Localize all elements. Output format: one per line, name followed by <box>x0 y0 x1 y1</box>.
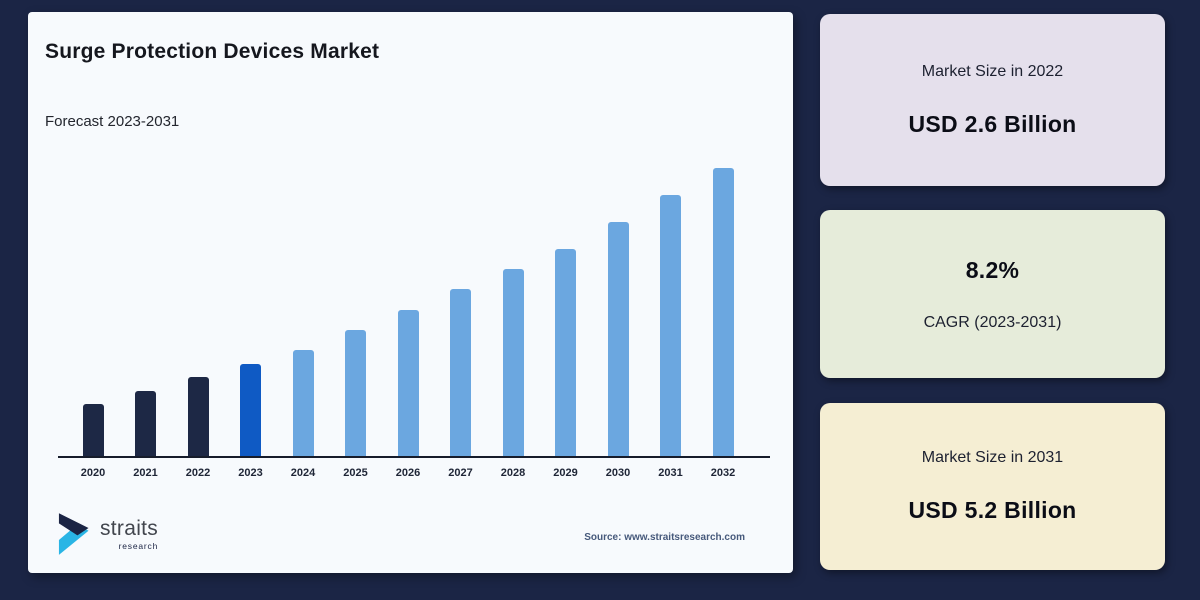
logo-navy-chevron <box>58 513 89 536</box>
page-title: Surge Protection Devices Market <box>45 40 380 63</box>
bar-2025 <box>345 330 366 456</box>
logo-tagline: research <box>118 541 159 551</box>
bars-row <box>76 136 740 456</box>
stat-label-cagr: CAGR (2023-2031) <box>923 313 1062 331</box>
bar-2022 <box>187 377 209 456</box>
bar-2023 <box>240 364 261 456</box>
axis-label-2023: 2023 <box>238 467 263 479</box>
x-axis-line <box>58 456 770 458</box>
bar-2026 <box>397 310 419 456</box>
stat-value-2022: USD 2.6 Billion <box>908 110 1077 137</box>
logo-text: straits research <box>100 518 158 551</box>
stat-label-2022: Market Size in 2022 <box>921 62 1064 80</box>
bar-2030 <box>607 222 629 456</box>
bar-column-2028 <box>496 269 530 456</box>
stat-card-market-size-2022: Market Size in 2022 USD 2.6 Billion <box>820 14 1165 186</box>
axis-label-2027: 2027 <box>448 467 473 479</box>
stat-value-2031: USD 5.2 Billion <box>908 497 1077 523</box>
bar-2028 <box>502 269 524 456</box>
x-axis-labels: 2020 2021 2022 2023 2024 2025 2026 2027 2028 2029… <box>76 467 740 479</box>
bar-column-2026 <box>391 310 425 456</box>
bar-2027 <box>450 289 471 456</box>
straits-research-logo: straits research <box>58 512 158 557</box>
bar-2031 <box>660 195 681 456</box>
bar-column-2023 <box>234 364 268 456</box>
chart-card: Surge Protection Devices Market Forecast… <box>28 12 793 573</box>
axis-label-2021: 2021 <box>133 467 158 479</box>
bar-column-2021 <box>129 391 163 456</box>
stat-card-cagr: 8.2% CAGR (2023-2031) <box>820 210 1165 378</box>
bar-2021 <box>135 391 156 456</box>
stat-value-cagr: 8.2% <box>965 256 1020 283</box>
bar-column-2029 <box>549 249 583 456</box>
bar-column-2030 <box>601 222 635 456</box>
stat-card-market-size-2031: Market Size in 2031 USD 5.2 Billion <box>820 403 1165 570</box>
axis-label-2025: 2025 <box>343 467 368 479</box>
bar-chart: 2020 2021 2022 2023 2024 2025 2026 2027 2028 2029… <box>28 12 793 573</box>
axis-label-2028: 2028 <box>500 467 526 479</box>
bar-2032 <box>712 168 734 456</box>
axis-label-2026: 2026 <box>395 467 421 479</box>
axis-label-2020: 2020 <box>80 467 106 479</box>
bar-2020 <box>82 404 104 456</box>
bar-2029 <box>555 249 576 456</box>
source-attribution: Source: www.straitsresearch.com <box>584 532 745 543</box>
bar-column-2024 <box>286 350 320 456</box>
axis-label-2024: 2024 <box>290 467 316 479</box>
logo-name: straits <box>100 517 159 540</box>
straits-logo-icon <box>58 513 89 555</box>
bar-column-2025 <box>339 330 373 456</box>
bar-column-2020 <box>76 404 110 456</box>
forecast-subtitle: Forecast 2023-2031 <box>45 113 180 130</box>
axis-label-2029: 2029 <box>553 467 578 479</box>
axis-label-2031: 2031 <box>658 467 683 479</box>
stat-label-2031: Market Size in 2031 <box>921 449 1064 466</box>
bar-column-2027 <box>444 289 478 456</box>
bar-column-2022 <box>181 377 215 456</box>
bar-2024 <box>292 350 314 456</box>
axis-label-2022: 2022 <box>185 467 211 479</box>
bar-column-2032 <box>706 168 740 456</box>
axis-label-2030: 2030 <box>605 467 631 479</box>
bar-column-2031 <box>654 195 688 456</box>
axis-label-2032: 2032 <box>710 467 736 479</box>
